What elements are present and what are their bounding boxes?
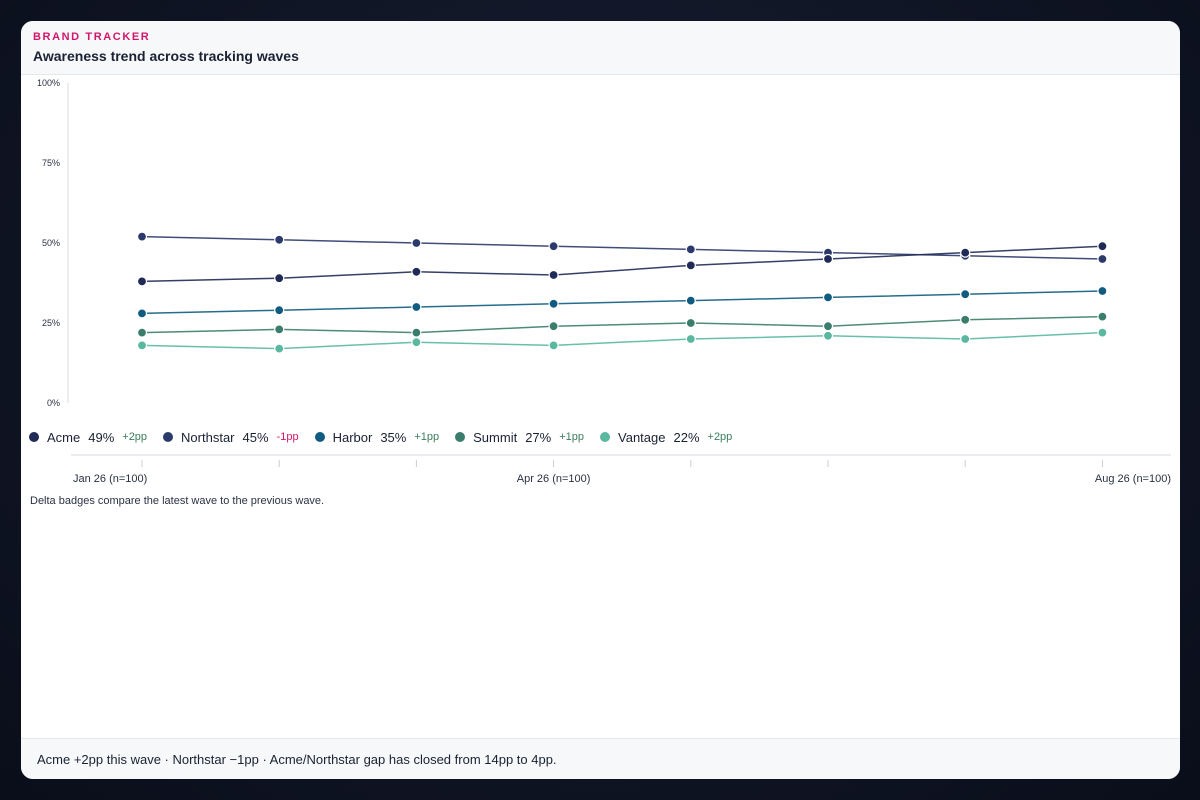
legend-name: Vantage xyxy=(618,429,666,445)
data-point-harbor xyxy=(1097,285,1108,297)
series-summit xyxy=(136,311,1108,338)
data-point-harbor xyxy=(548,298,559,309)
data-point-summit xyxy=(411,327,422,338)
data-point-acme xyxy=(960,247,971,258)
series-vantage xyxy=(136,327,1108,354)
legend-value: 27% xyxy=(525,429,552,445)
series-line-northstar xyxy=(141,235,1103,260)
legend-value: 22% xyxy=(673,429,700,445)
data-point-summit xyxy=(548,321,559,332)
y-tick-label: 100% xyxy=(37,78,60,88)
brand-tracker-card: BRAND TRACKER Awareness trend across tra… xyxy=(21,21,1180,779)
data-point-vantage xyxy=(274,343,285,354)
data-point-vantage xyxy=(136,340,148,351)
data-point-summit xyxy=(1097,311,1108,322)
card-footer: Acme +2pp this wave · Northstar −1pp · A… xyxy=(21,738,1180,779)
legend-value: 45% xyxy=(242,429,269,445)
series-line-vantage xyxy=(141,331,1103,350)
data-point-harbor xyxy=(274,305,285,316)
data-point-northstar xyxy=(274,234,285,245)
legend-item-acme: Acme 49% +2pp xyxy=(29,430,147,445)
chart-title: Awareness trend across tracking waves xyxy=(33,48,299,64)
delta-note: Delta badges compare the latest wave to … xyxy=(30,495,325,507)
series-layer xyxy=(136,231,1108,354)
data-point-acme xyxy=(136,276,148,287)
x-tick-label: Aug 26 (n=100) xyxy=(1095,473,1171,485)
data-point-harbor xyxy=(411,301,422,313)
delta-badge: +2pp xyxy=(707,431,733,443)
card-header: BRAND TRACKER Awareness trend across tra… xyxy=(21,21,1180,75)
data-point-vantage xyxy=(685,333,696,345)
legend-dot xyxy=(29,432,39,442)
legend-name: Acme xyxy=(47,429,81,445)
data-point-vantage xyxy=(548,340,559,351)
data-point-harbor xyxy=(685,295,696,306)
legend-item-vantage: Vantage 22% +2pp xyxy=(600,430,732,445)
data-point-acme xyxy=(685,260,696,271)
legend-item-harbor: Harbor 35% +1pp xyxy=(314,429,440,445)
data-point-vantage xyxy=(411,337,422,348)
data-point-northstar xyxy=(1097,253,1108,265)
line-chart: 0% 25% 50% 75% 100% Jan 26 (n=100) Apr 26 (n=… xyxy=(37,78,1171,485)
data-point-harbor xyxy=(960,289,971,300)
data-point-acme xyxy=(411,266,422,277)
legend-value: 49% xyxy=(88,429,115,445)
legend-dot xyxy=(455,432,466,442)
eyebrow-label: BRAND TRACKER xyxy=(33,31,151,43)
data-point-northstar xyxy=(685,244,696,255)
y-tick-label: 25% xyxy=(42,318,60,328)
x-tick-label: Jan 26 (n=100) xyxy=(73,473,147,485)
y-tick-label: 50% xyxy=(42,238,60,248)
data-point-harbor xyxy=(822,292,834,303)
series-harbor xyxy=(136,285,1108,319)
delta-badge: +1pp xyxy=(559,431,585,443)
data-point-summit xyxy=(274,324,285,335)
legend-item-northstar: Northstar 45% -1pp xyxy=(163,430,299,445)
data-point-northstar xyxy=(136,231,148,242)
data-point-northstar xyxy=(411,237,422,249)
legend-item-summit: Summit 27% +1pp xyxy=(455,430,584,445)
x-tick-label: Apr 26 (n=100) xyxy=(517,473,591,485)
data-point-vantage xyxy=(822,330,834,341)
y-tick-label: 0% xyxy=(47,398,60,408)
data-point-summit xyxy=(136,327,148,338)
legend-dot xyxy=(314,432,325,442)
series-northstar xyxy=(136,231,1108,265)
data-point-northstar xyxy=(548,241,559,252)
delta-badge: -1pp xyxy=(276,431,299,443)
delta-badge: +1pp xyxy=(414,431,440,443)
y-axis: 0% 25% 50% 75% 100% xyxy=(37,78,69,408)
data-point-harbor xyxy=(136,308,148,319)
x-axis: Jan 26 (n=100) Apr 26 (n=100) Aug 26 (n=10… xyxy=(71,454,1171,485)
data-point-summit xyxy=(960,314,971,325)
legend-dot xyxy=(163,432,174,442)
y-tick-label: 75% xyxy=(42,158,60,168)
footer-summary: Acme +2pp this wave · Northstar −1pp · A… xyxy=(37,752,557,767)
delta-badge: +2pp xyxy=(122,431,148,443)
series-line-harbor xyxy=(141,290,1103,315)
data-point-vantage xyxy=(960,333,971,345)
legend-name: Summit xyxy=(473,429,518,445)
data-point-acme xyxy=(822,253,834,265)
data-point-acme xyxy=(274,273,285,284)
data-point-summit xyxy=(822,321,834,332)
legend: Acme 49% +2pp Northstar 45% -1pp Harbor 35% +1pp… xyxy=(29,429,748,445)
data-point-vantage xyxy=(1097,327,1108,338)
legend-value: 35% xyxy=(380,429,407,445)
data-point-summit xyxy=(685,317,696,329)
legend-name: Harbor xyxy=(332,429,373,445)
series-acme xyxy=(136,241,1108,287)
series-line-summit xyxy=(141,315,1103,334)
data-point-acme xyxy=(1097,241,1108,252)
data-point-acme xyxy=(548,269,559,281)
series-line-acme xyxy=(141,245,1103,283)
legend-dot xyxy=(600,432,611,442)
legend-name: Northstar xyxy=(181,429,235,445)
